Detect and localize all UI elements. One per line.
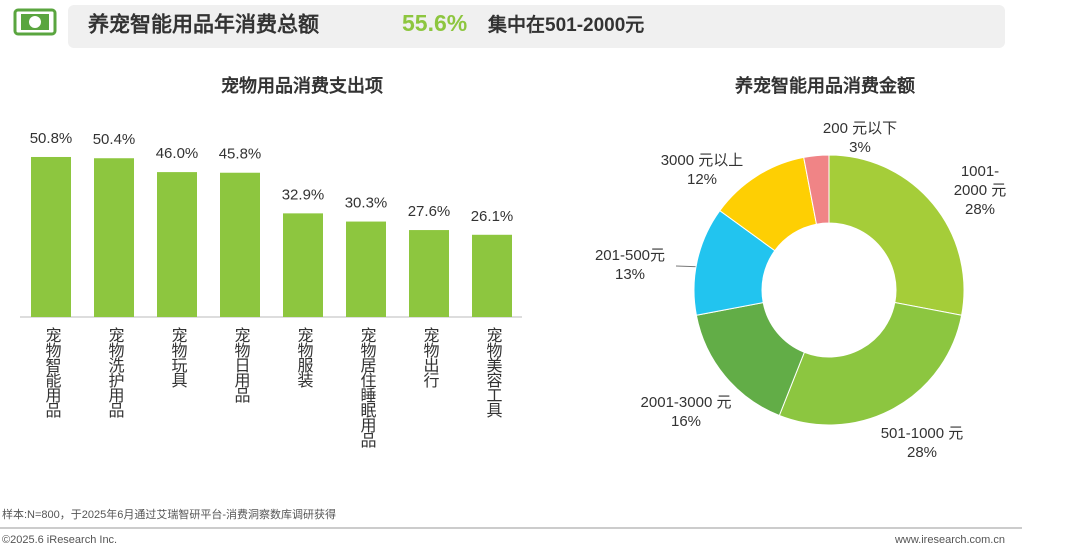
pie-slice xyxy=(803,154,830,225)
slice-label: 1001-2000 元 28% xyxy=(945,162,1015,219)
slice-category: 1001-2000 元 xyxy=(953,163,1007,199)
slice-category: 501-1000 元 xyxy=(880,425,964,442)
slice-label: 501-1000 元 28% xyxy=(862,424,982,462)
header-subtitle: 集中在501-2000元 xyxy=(487,13,644,36)
slice-label: 200 元以下 3% xyxy=(800,119,920,157)
pie-slice xyxy=(695,301,805,417)
slice-label: 2001-3000 元 16% xyxy=(626,393,746,431)
x-tick-label: 宠物日用品 xyxy=(232,327,251,403)
header-highlight: 55.6% xyxy=(402,10,467,36)
bar xyxy=(157,172,197,317)
pie-title: 养宠智能用品消费金额 xyxy=(734,75,915,96)
bar xyxy=(472,234,512,317)
slice-category: 201-500元 xyxy=(594,247,666,264)
x-tick-label: 宠物美容工具 xyxy=(484,327,503,418)
value-label: 46.0% xyxy=(156,145,199,162)
slice-value-label: 28% xyxy=(964,201,996,218)
header-band xyxy=(68,5,1005,48)
slice-value-label: 16% xyxy=(670,413,702,430)
header-title: 养宠智能用品年消费总额 xyxy=(87,13,319,37)
x-tick-label: 宠物居住睡眠用品 xyxy=(358,327,377,448)
footer-note: 样本:N=800，于2025年6月通过艾瑞智研平台-消费洞察数库调研获得 xyxy=(2,507,336,521)
value-label: 27.6% xyxy=(408,203,451,220)
value-label: 30.3% xyxy=(345,195,388,212)
x-tick-label: 宠物洗护用品 xyxy=(106,327,125,418)
bar xyxy=(346,221,386,317)
slice-value-label: 13% xyxy=(614,266,646,283)
slice-category: 2001-3000 元 xyxy=(640,394,732,411)
bar xyxy=(94,158,134,317)
slice-category: 200 元以下 xyxy=(822,120,898,137)
slice-label: 3000 元以上 12% xyxy=(642,151,762,189)
value-label: 50.8% xyxy=(30,130,73,147)
bar xyxy=(220,172,260,317)
x-tick-label: 宠物智能用品 xyxy=(43,327,62,418)
slice-value-label: 12% xyxy=(686,171,718,188)
bar xyxy=(409,230,449,317)
slice-value-label: 28% xyxy=(906,444,938,461)
x-tick-label: 宠物玩具 xyxy=(169,327,188,388)
bar-title: 宠物用品消费支出项 xyxy=(221,75,383,96)
footer-website: www.iresearch.com.cn xyxy=(894,534,1005,546)
pie-slice xyxy=(778,301,963,426)
footer-copyright: ©2025.6 iResearch Inc. xyxy=(2,534,117,546)
bar xyxy=(283,213,323,317)
slice-category: 3000 元以上 xyxy=(660,152,744,169)
x-tick-label: 宠物出行 xyxy=(421,327,440,389)
value-label: 32.9% xyxy=(282,186,325,203)
value-label: 26.1% xyxy=(471,208,514,225)
x-tick-label: 宠物服装 xyxy=(295,327,314,388)
slice-value-label: 3% xyxy=(849,139,871,156)
slice-label: 201-500元 13% xyxy=(570,246,690,284)
value-label: 45.8% xyxy=(219,146,262,163)
bar xyxy=(31,156,71,317)
pie-slice xyxy=(828,154,965,316)
header-icon xyxy=(13,8,57,36)
value-label: 50.4% xyxy=(93,131,136,148)
